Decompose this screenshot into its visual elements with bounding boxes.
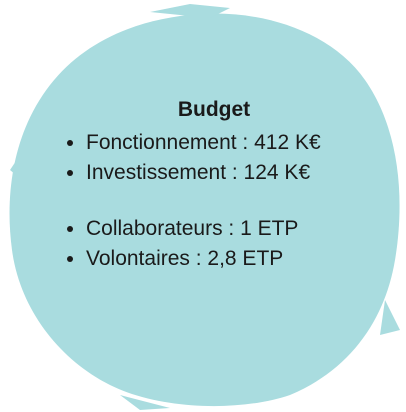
title: Budget [177, 98, 251, 121]
list: Fonctionnement : 412 K€ Investissement :… [0, 128, 406, 188]
list-item: Investissement : 124 K€ [86, 158, 406, 188]
list: Collaborateurs : 1 ETP Volontaires : 2,8… [0, 214, 406, 274]
list-item: Fonctionnement : 412 K€ [86, 128, 406, 158]
blob [9, 13, 400, 407]
text-block: Budget Fonctionnement : 412 K€ Investiss… [0, 98, 406, 274]
list-item: Volontaires : 2,8 ETP [86, 244, 406, 274]
list-item: Collaborateurs : 1 ETP [86, 214, 406, 244]
